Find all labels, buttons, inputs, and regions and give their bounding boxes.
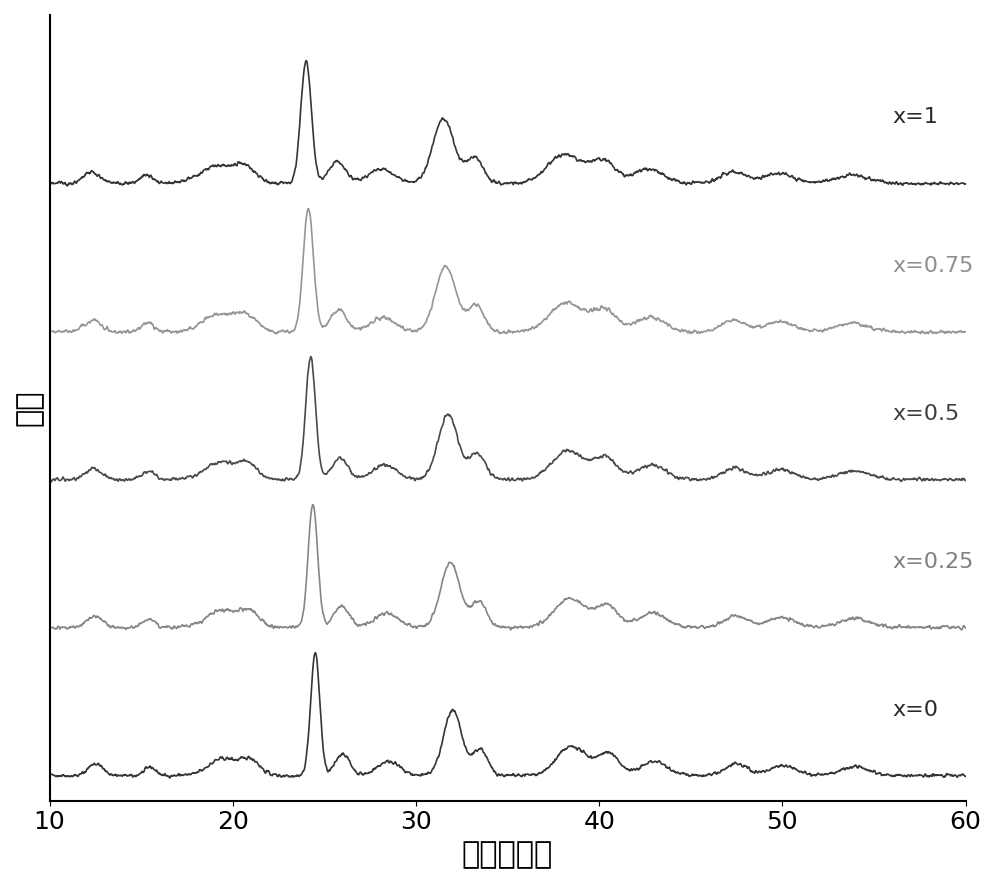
X-axis label: 角度（度）: 角度（度） xyxy=(462,840,553,869)
Text: x=0.75: x=0.75 xyxy=(892,255,974,276)
Text: x=0.25: x=0.25 xyxy=(892,552,974,572)
Text: x=0: x=0 xyxy=(892,699,938,720)
Y-axis label: 强度: 强度 xyxy=(15,390,44,426)
Text: x=0.5: x=0.5 xyxy=(892,404,960,423)
Text: x=1: x=1 xyxy=(892,108,938,127)
